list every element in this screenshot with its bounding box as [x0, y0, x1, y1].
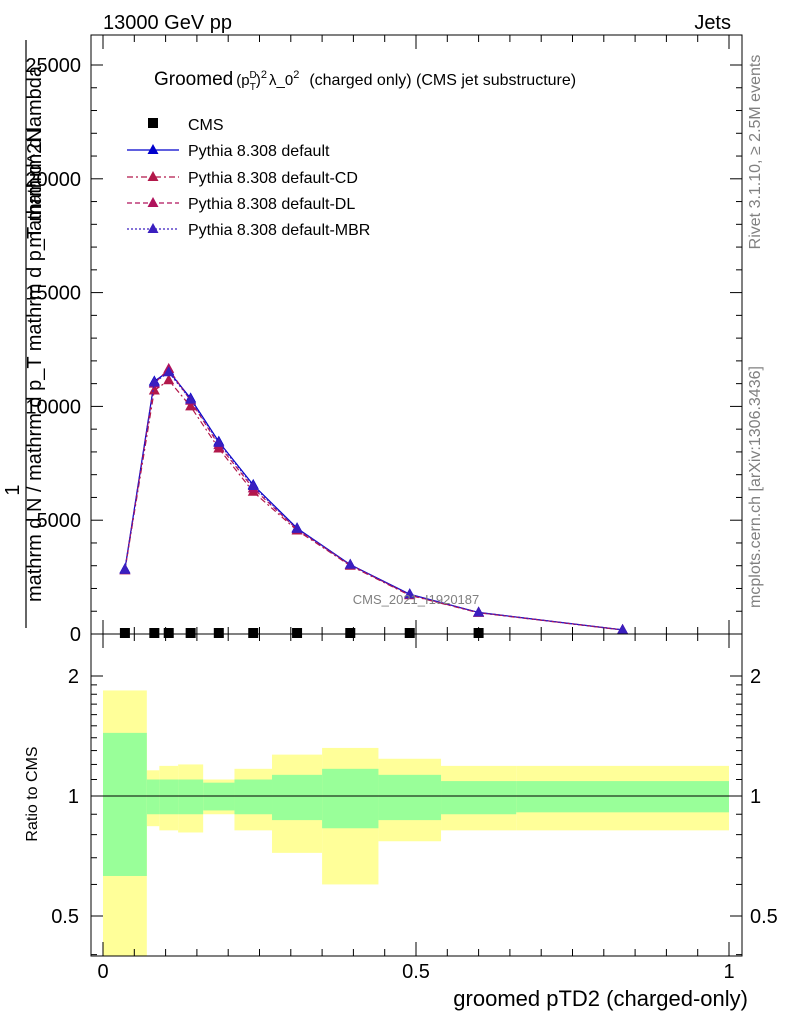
rivet-version-label: Rivet 3.1.10, ≥ 2.5M events — [747, 55, 764, 250]
series-marker — [163, 374, 175, 385]
series-marker — [148, 384, 160, 395]
legend-item: Pythia 8.308 default-CD — [127, 170, 358, 187]
ratio-y-tick-labels: 0.5 0.5 1 1 2 2 — [51, 666, 778, 928]
main-y-tick-labels: 0 5000 10000 15000 20000 25000 — [25, 55, 81, 646]
header-left-label: 13000 GeV pp — [103, 12, 232, 34]
ratio-plot-frame — [90, 633, 743, 957]
main-plot-panel: 0 5000 10000 15000 20000 25000 — [25, 34, 743, 646]
title-prefix: Groomed — [154, 69, 233, 90]
series-marker — [404, 588, 416, 599]
y-axis-label-prefix: 1 — [2, 484, 24, 495]
ratio-y-tick-label: 2 — [68, 666, 79, 688]
legend-item: Pythia 8.308 default-DL — [127, 196, 355, 213]
series-marker — [617, 623, 629, 634]
stat-uncertainty-band — [441, 781, 517, 815]
legend-item: CMS — [148, 117, 224, 134]
series-marker — [185, 393, 197, 404]
stat-uncertainty-band — [516, 781, 729, 813]
legend-label: CMS — [188, 117, 224, 134]
y-tick-label: 20000 — [25, 169, 81, 191]
legend-marker — [147, 144, 159, 154]
ratio-axis-ticks — [91, 634, 742, 956]
cms-data-point — [404, 628, 415, 638]
stat-uncertainty-band — [146, 779, 160, 815]
x-axis-label: groomed pTD2 (charged-only) — [453, 986, 748, 1011]
stat-uncertainty-band — [178, 779, 204, 815]
cms-data-point — [149, 628, 160, 638]
ratio-y-tick-label-right: 0.5 — [750, 906, 778, 928]
legend-marker — [147, 223, 159, 233]
x-tick-label: 1 — [723, 961, 734, 983]
series-marker — [185, 400, 197, 411]
ratio-y-tick-label-right: 1 — [750, 786, 761, 808]
series-marker — [119, 563, 131, 574]
x-tick-label: 0 — [97, 961, 108, 983]
x-tick-labels: 0 0.5 1 — [97, 961, 734, 983]
main-data-series — [119, 362, 629, 638]
cms-data-point — [473, 628, 484, 638]
y-tick-label: 0 — [70, 624, 81, 646]
y-tick-label: 25000 — [25, 55, 81, 77]
legend-item: Pythia 8.308 default — [127, 143, 330, 160]
cms-data-point — [213, 628, 224, 638]
series-marker — [213, 436, 225, 447]
cms-data-point — [163, 628, 174, 638]
legend-label: Pythia 8.308 default-CD — [188, 170, 358, 187]
series-marker — [163, 366, 175, 377]
title-suffix: (charged only) (CMS jet substructure) — [309, 72, 576, 89]
ratio-y-axis-label: Ratio to CMS — [24, 746, 41, 841]
cms-data-point — [292, 628, 303, 638]
cms-data-point — [345, 628, 356, 638]
cms-data-point — [248, 628, 259, 638]
y-tick-label: 5000 — [37, 510, 82, 532]
header-right-label: Jets — [694, 12, 731, 34]
legend-label: Pythia 8.308 default-DL — [188, 196, 355, 213]
legend-label: Pythia 8.308 default-MBR — [188, 222, 370, 239]
main-axis-ticks — [91, 35, 742, 635]
series-marker — [473, 606, 485, 617]
y-tick-label: 10000 — [25, 396, 81, 418]
ratio-plot-panel: 0.5 0.51 12 2 0 0.5 1 — [51, 633, 778, 983]
legend-marker — [148, 118, 158, 128]
stat-uncertainty-band — [378, 774, 442, 821]
ratio-bands — [91, 690, 742, 956]
x-tick-label: 0.5 — [402, 961, 430, 983]
stat-uncertainty-band — [203, 782, 235, 811]
legend: CMS Pythia 8.308 default Pythia 8.308 defa… — [127, 117, 370, 239]
stat-uncertainty-band — [103, 732, 147, 876]
analysis-watermark: CMS_2021_I1920187 — [353, 592, 480, 607]
legend-item: Pythia 8.308 default-MBR — [127, 222, 370, 239]
ratio-y-tick-label: 1 — [68, 786, 79, 808]
svg-text:Groomed(pDT)2λ_02(charged only: Groomed (pD T)2 λ_02 (charged only) (CMS jet… — [154, 69, 576, 93]
series-marker — [148, 376, 160, 387]
ratio-y-tick-label-right: 2 — [750, 666, 761, 688]
stat-uncertainty-band — [322, 768, 379, 829]
series-line — [124, 367, 623, 631]
legend-marker — [147, 171, 159, 181]
series-4 — [119, 366, 629, 634]
cms-data-point — [185, 628, 196, 638]
mcplots-label: mcplots.cern.ch [arXiv:1306.3436] — [747, 366, 764, 608]
main-y-axis-label: mathrm d^2N 1 mathrm d N / mathrm d p_T … — [2, 40, 46, 628]
legend-label: Pythia 8.308 default — [188, 143, 330, 160]
series-marker — [291, 522, 303, 533]
y-axis-label-numerator: mathrm d^2N — [24, 128, 46, 247]
series-0 — [119, 628, 484, 638]
series-marker — [344, 558, 356, 569]
series-marker — [247, 480, 259, 491]
plot-title: Groomed (pD T)2 λ_02 (charged only) (CMS jet… — [154, 69, 576, 93]
stat-uncertainty-band — [272, 774, 323, 821]
y-axis-label-denominator: mathrm d N / mathrm d p_T mathrm d p_T m… — [24, 65, 46, 602]
stat-uncertainty-band — [234, 779, 273, 815]
stat-uncertainty-band — [159, 779, 179, 815]
cms-data-point — [119, 628, 130, 638]
y-tick-label: 15000 — [25, 283, 81, 305]
ratio-y-tick-label: 0.5 — [51, 906, 79, 928]
legend-marker — [147, 197, 159, 207]
